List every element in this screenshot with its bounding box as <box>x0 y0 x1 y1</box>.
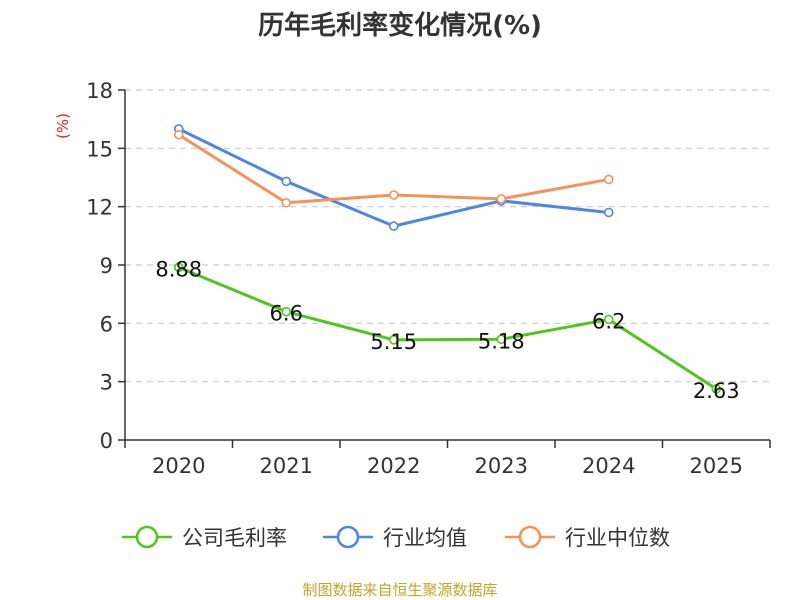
series-line <box>178 265 718 391</box>
legend-marker <box>518 525 542 549</box>
data-point[interactable] <box>603 207 614 218</box>
y-tick-label: 9 <box>100 254 113 278</box>
data-label: 2.63 <box>693 379 740 403</box>
data-point[interactable] <box>603 174 614 185</box>
series-line <box>178 127 609 228</box>
y-tick-label: 6 <box>100 312 113 336</box>
x-tick-label: 2025 <box>690 454 743 478</box>
data-point[interactable] <box>173 262 184 273</box>
series-1: 8.88 6.6 5.15 5.18 6.2 2.63 <box>155 257 739 403</box>
data-point[interactable] <box>281 306 292 317</box>
data-point[interactable] <box>711 384 722 394</box>
series-2 <box>173 124 614 231</box>
series-3 <box>173 129 614 208</box>
legend[interactable]: 公司毛利率 行业均值 行业中位数 <box>122 525 670 550</box>
legend-item-3[interactable]: 行业中位数 <box>505 525 670 550</box>
data-point[interactable] <box>388 190 399 200</box>
grid-lines <box>125 89 770 383</box>
legend-label: 行业均值 <box>383 526 467 550</box>
y-tick-label: 3 <box>100 371 113 395</box>
data-label: 5.15 <box>370 330 417 354</box>
legend-marker <box>336 525 360 549</box>
y-tick-label: 15 <box>86 137 113 161</box>
series-group: 8.88 6.6 5.15 5.18 6.2 2.63 <box>155 124 740 403</box>
legend-item-2[interactable]: 行业均值 <box>323 525 467 550</box>
x-tick-label: 2024 <box>582 454 635 478</box>
data-point[interactable] <box>388 221 399 231</box>
y-tick-label: 18 <box>86 79 113 103</box>
source-footer: 制图数据来自恒生聚源数据库 <box>302 581 497 599</box>
data-label: 8.88 <box>155 257 202 281</box>
legend-label: 公司毛利率 <box>182 526 287 550</box>
y-tick-label: 0 <box>100 429 113 453</box>
data-point[interactable] <box>603 314 614 325</box>
y-axis-unit-label: (%) <box>54 113 72 139</box>
data-label: 6.6 <box>270 302 303 326</box>
y-tick-label: 12 <box>86 196 113 220</box>
data-point[interactable] <box>496 194 507 204</box>
axes <box>118 89 771 448</box>
data-point[interactable] <box>281 176 292 187</box>
data-point[interactable] <box>281 197 292 208</box>
data-point[interactable] <box>173 129 184 140</box>
legend-item-1[interactable]: 公司毛利率 <box>122 525 287 550</box>
chart-title: 历年毛利率变化情况(%) <box>258 10 542 41</box>
tick-labels: 0 3 6 9 12 15 18 2020 2021 2022 2023 2024 2025 <box>86 79 743 478</box>
x-tick-label: 2021 <box>260 454 313 478</box>
legend-marker <box>135 525 159 549</box>
x-tick-label: 2020 <box>152 454 205 478</box>
data-point[interactable] <box>388 335 399 345</box>
x-tick-label: 2022 <box>367 454 420 478</box>
data-label: 5.18 <box>478 329 525 353</box>
x-tick-label: 2023 <box>475 454 528 478</box>
legend-label: 行业中位数 <box>565 526 670 550</box>
data-point[interactable] <box>496 334 507 345</box>
data-label: 6.2 <box>592 309 625 333</box>
